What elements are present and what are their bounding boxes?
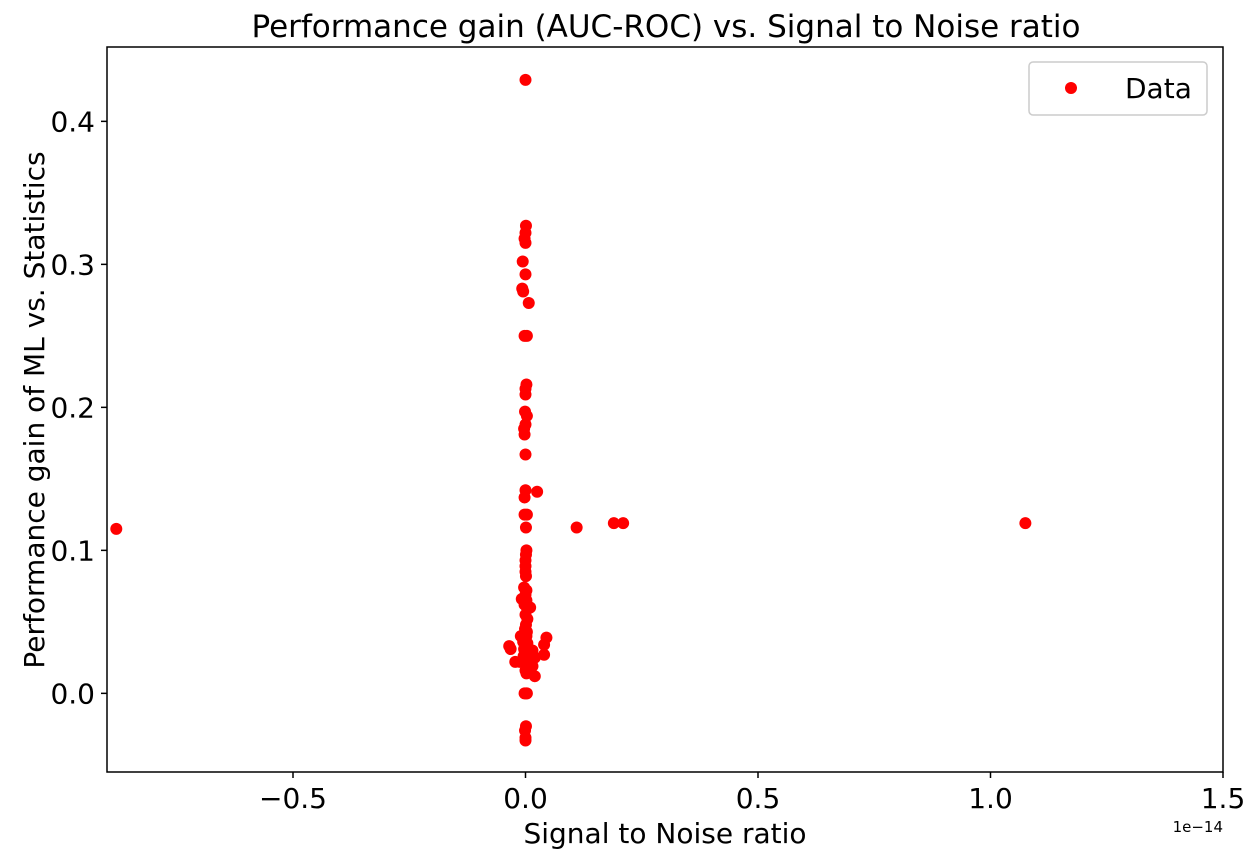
data-point	[504, 643, 517, 656]
legend-marker	[1065, 82, 1077, 94]
x-tick-label: −0.5	[259, 782, 327, 815]
x-tick-label: 0.5	[736, 782, 781, 815]
data-point	[519, 268, 532, 281]
data-point	[607, 517, 620, 530]
chart-title: Performance gain (AUC-ROC) vs. Signal to…	[251, 9, 1080, 45]
data-point	[520, 329, 533, 342]
data-point	[519, 73, 532, 86]
data-point	[520, 508, 533, 521]
data-point	[522, 296, 535, 309]
data-point	[519, 388, 532, 401]
data-point	[570, 521, 583, 534]
y-axis-ticks: 0.0 0.1 0.2 0.3 0.4	[50, 105, 107, 710]
data-point	[531, 485, 544, 498]
data-point	[519, 570, 532, 583]
data-point	[519, 521, 532, 534]
data-point	[519, 448, 532, 461]
legend: Data	[1028, 61, 1208, 116]
legend-label: Data	[1125, 72, 1192, 105]
x-axis-label: Signal to Noise ratio	[523, 817, 806, 850]
y-tick-label: 0.1	[50, 534, 95, 567]
data-point	[538, 648, 551, 661]
x-tick-label: 1.0	[968, 782, 1013, 815]
data-point	[516, 255, 529, 268]
y-tick-label: 0.0	[50, 677, 95, 710]
data-points	[110, 73, 1032, 747]
y-tick-label: 0.3	[50, 248, 95, 281]
data-point	[110, 522, 123, 535]
plot-frame	[106, 46, 1224, 773]
data-point	[538, 638, 551, 651]
data-point	[517, 285, 530, 298]
x-tick-label: 1.5	[1201, 782, 1246, 815]
data-point	[528, 670, 541, 683]
y-tick-label: 0.2	[50, 391, 95, 424]
x-tick-label: 0.0	[503, 782, 548, 815]
plot-area	[107, 47, 1223, 772]
y-tick-label: 0.4	[50, 105, 95, 138]
data-point	[518, 428, 531, 441]
y-axis-label: Performance gain of ML vs. Statistics	[18, 151, 51, 668]
data-point	[518, 491, 531, 504]
data-point	[1019, 517, 1032, 530]
data-point	[617, 517, 630, 530]
data-point	[519, 734, 532, 747]
legend-box	[1028, 61, 1208, 116]
x-axis-offset-label: 1e−14	[1173, 818, 1223, 836]
data-point	[519, 236, 532, 249]
x-axis-ticks: −0.5 0.0 0.5 1.0 1.5	[259, 772, 1245, 815]
data-point	[520, 687, 533, 700]
